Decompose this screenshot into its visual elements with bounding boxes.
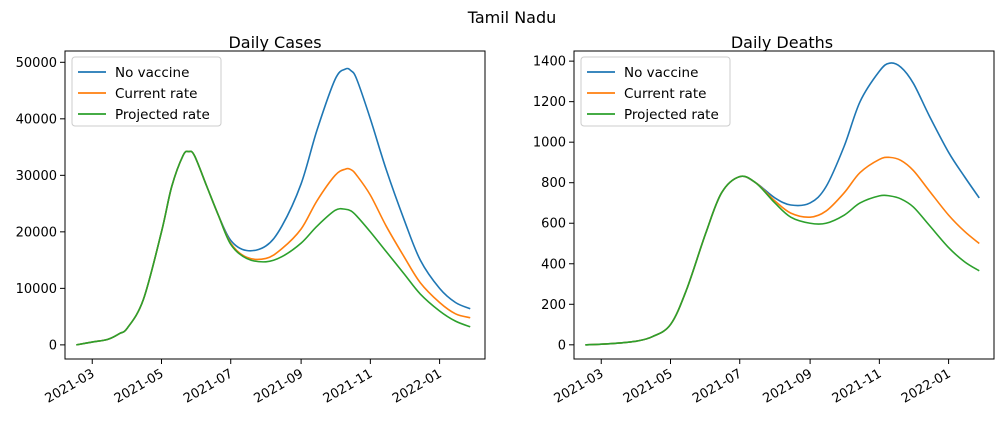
x-tick-label: 2021-05 — [621, 366, 676, 406]
legend-box — [71, 56, 222, 127]
series-line-current-rate — [585, 156, 980, 346]
y-tick-label: 50000 — [16, 56, 57, 71]
y-tick-label: 800 — [541, 176, 566, 191]
legend-label: Projected rate — [115, 107, 210, 123]
chart-daily-deaths: Daily Deaths 0 200 400 600 800 1000 1200 1400 20… — [533, 33, 995, 407]
y-tick-label: 40000 — [16, 112, 57, 127]
x-tick-label: 2021-11 — [321, 366, 376, 406]
y-tick-label: 0 — [49, 338, 57, 353]
y-tick-label: 1000 — [533, 136, 566, 151]
y-tick-label: 1400 — [533, 55, 566, 70]
legend-daily-cases: No vaccine Current rate Projected rate — [71, 56, 222, 127]
y-tick-label: 0 — [558, 338, 566, 353]
x-tick-label: 2021-07 — [181, 366, 236, 406]
legend-label: Current rate — [115, 86, 197, 102]
legend-label: Projected rate — [624, 107, 719, 123]
figure-suptitle: Tamil Nadu — [467, 8, 557, 27]
y-tick-label: 20000 — [16, 225, 57, 240]
legend-label: Current rate — [624, 86, 706, 102]
y-tick-label: 30000 — [16, 169, 57, 184]
x-tick-label: 2021-09 — [252, 366, 307, 406]
plot-frame-daily-deaths — [573, 50, 995, 360]
y-tick-label: 400 — [541, 257, 566, 272]
y-tick-label: 1200 — [533, 95, 566, 110]
series-line-projected-rate — [76, 150, 471, 346]
legend-box — [580, 56, 731, 127]
y-tick-label: 10000 — [16, 282, 57, 297]
x-tick-label: 2021-11 — [830, 366, 885, 406]
chart-title-daily-deaths: Daily Deaths — [731, 33, 833, 52]
y-tick-label: 600 — [541, 217, 566, 232]
chart-daily-cases: Daily Cases 0 10000 20000 30000 40000 50000 20… — [16, 33, 486, 407]
x-tick-label: 2022-01 — [390, 366, 445, 406]
legend-daily-deaths: No vaccine Current rate Projected rate — [580, 56, 731, 127]
series-lines-daily-cases — [76, 67, 471, 346]
x-tick-label: 2021-07 — [690, 366, 745, 406]
legend-label: No vaccine — [115, 65, 189, 81]
y-tick-label: 200 — [541, 298, 566, 313]
x-tick-label: 2021-09 — [761, 366, 816, 406]
series-line-projected-rate — [585, 175, 980, 346]
legend-label: No vaccine — [624, 65, 698, 81]
x-tick-label: 2021-05 — [112, 366, 167, 406]
x-tick-label: 2021-03 — [552, 366, 607, 406]
x-tick-label: 2021-03 — [43, 366, 98, 406]
plot-frame-daily-cases — [64, 50, 486, 360]
chart-title-daily-cases: Daily Cases — [228, 33, 321, 52]
x-tick-label: 2022-01 — [899, 366, 954, 406]
series-lines-daily-deaths — [585, 62, 980, 346]
